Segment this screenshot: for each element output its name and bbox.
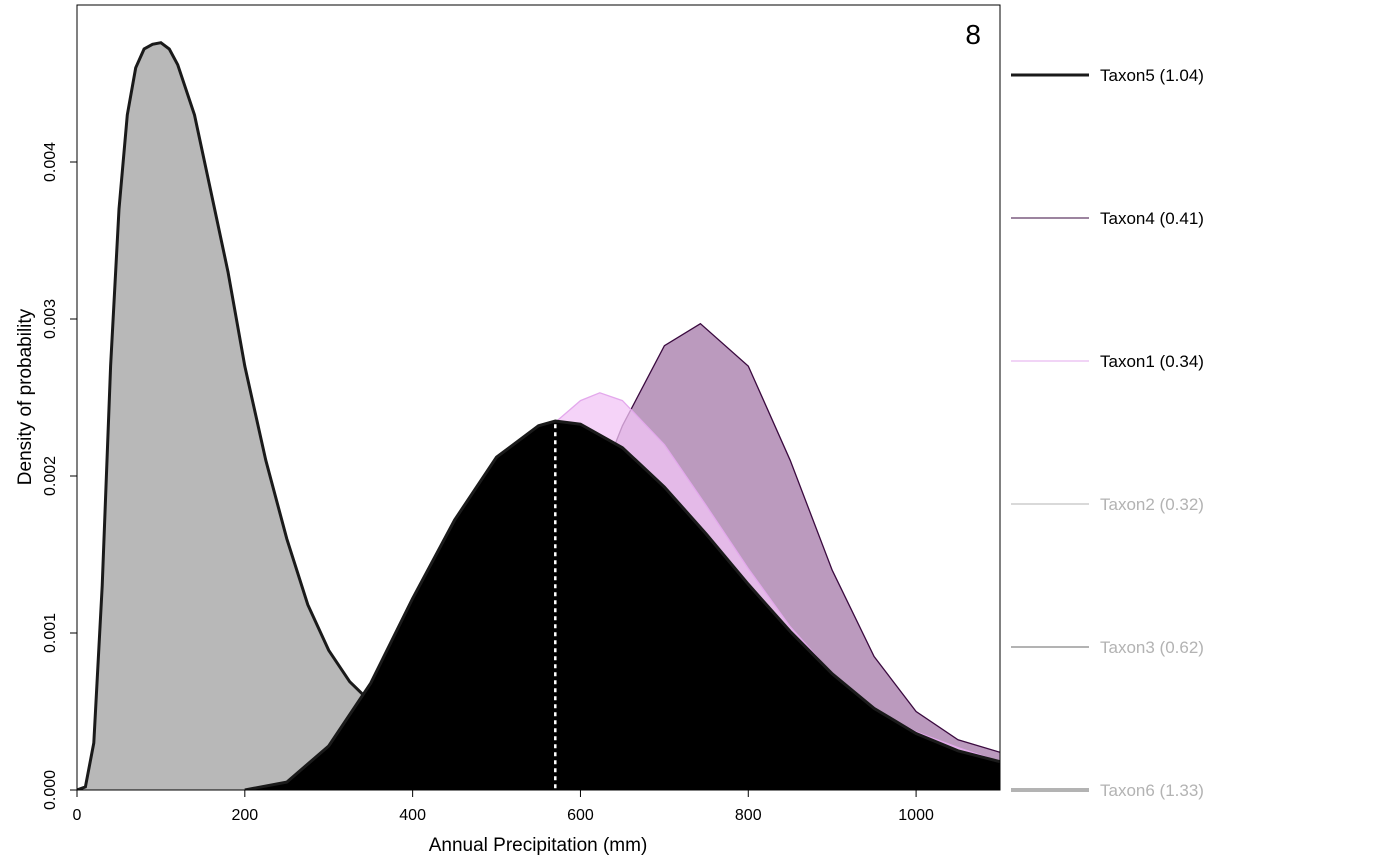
y-tick-label: 0.002 bbox=[42, 456, 59, 496]
density-area-6 bbox=[77, 42, 1000, 790]
panel-label: 8 bbox=[965, 19, 981, 50]
legend-label: Taxon5 (1.04) bbox=[1100, 66, 1204, 85]
y-tick-label: 0.000 bbox=[42, 770, 59, 810]
x-tick-label: 1000 bbox=[898, 807, 934, 824]
legend-label: Taxon3 (0.62) bbox=[1100, 638, 1204, 657]
density-line-1 bbox=[244, 419, 1000, 790]
y-axis: 0.000 0.001 0.002 0.003 0.004 bbox=[42, 142, 77, 810]
y-tick-label: 0.003 bbox=[42, 299, 59, 339]
x-tick-label: 800 bbox=[735, 807, 762, 824]
x-tick-label: 600 bbox=[567, 807, 594, 824]
x-axis-label: Annual Precipitation (mm) bbox=[429, 835, 648, 856]
legend-label: Taxon2 (0.32) bbox=[1100, 495, 1204, 514]
legend-label: Taxon1 (0.34) bbox=[1100, 352, 1204, 371]
density-area-1 bbox=[244, 421, 1000, 790]
legend-label: Taxon6 (1.33) bbox=[1100, 781, 1204, 800]
legend: Taxon5 (1.04) Taxon4 (0.41) Taxon1 (0.34) T… bbox=[1011, 66, 1204, 800]
x-tick-label: 400 bbox=[399, 807, 426, 824]
x-tick-label: 0 bbox=[73, 807, 82, 824]
density-areas bbox=[77, 41, 1000, 790]
legend-label: Taxon4 (0.41) bbox=[1100, 209, 1204, 228]
y-tick-label: 0.001 bbox=[42, 613, 59, 653]
y-axis-label: Density of probability bbox=[15, 308, 36, 485]
y-tick-label: 0.004 bbox=[42, 142, 59, 182]
x-tick-label: 200 bbox=[231, 807, 258, 824]
x-axis: 0 200 400 600 800 1000 bbox=[73, 790, 934, 824]
plot-frame bbox=[76, 4, 1001, 791]
